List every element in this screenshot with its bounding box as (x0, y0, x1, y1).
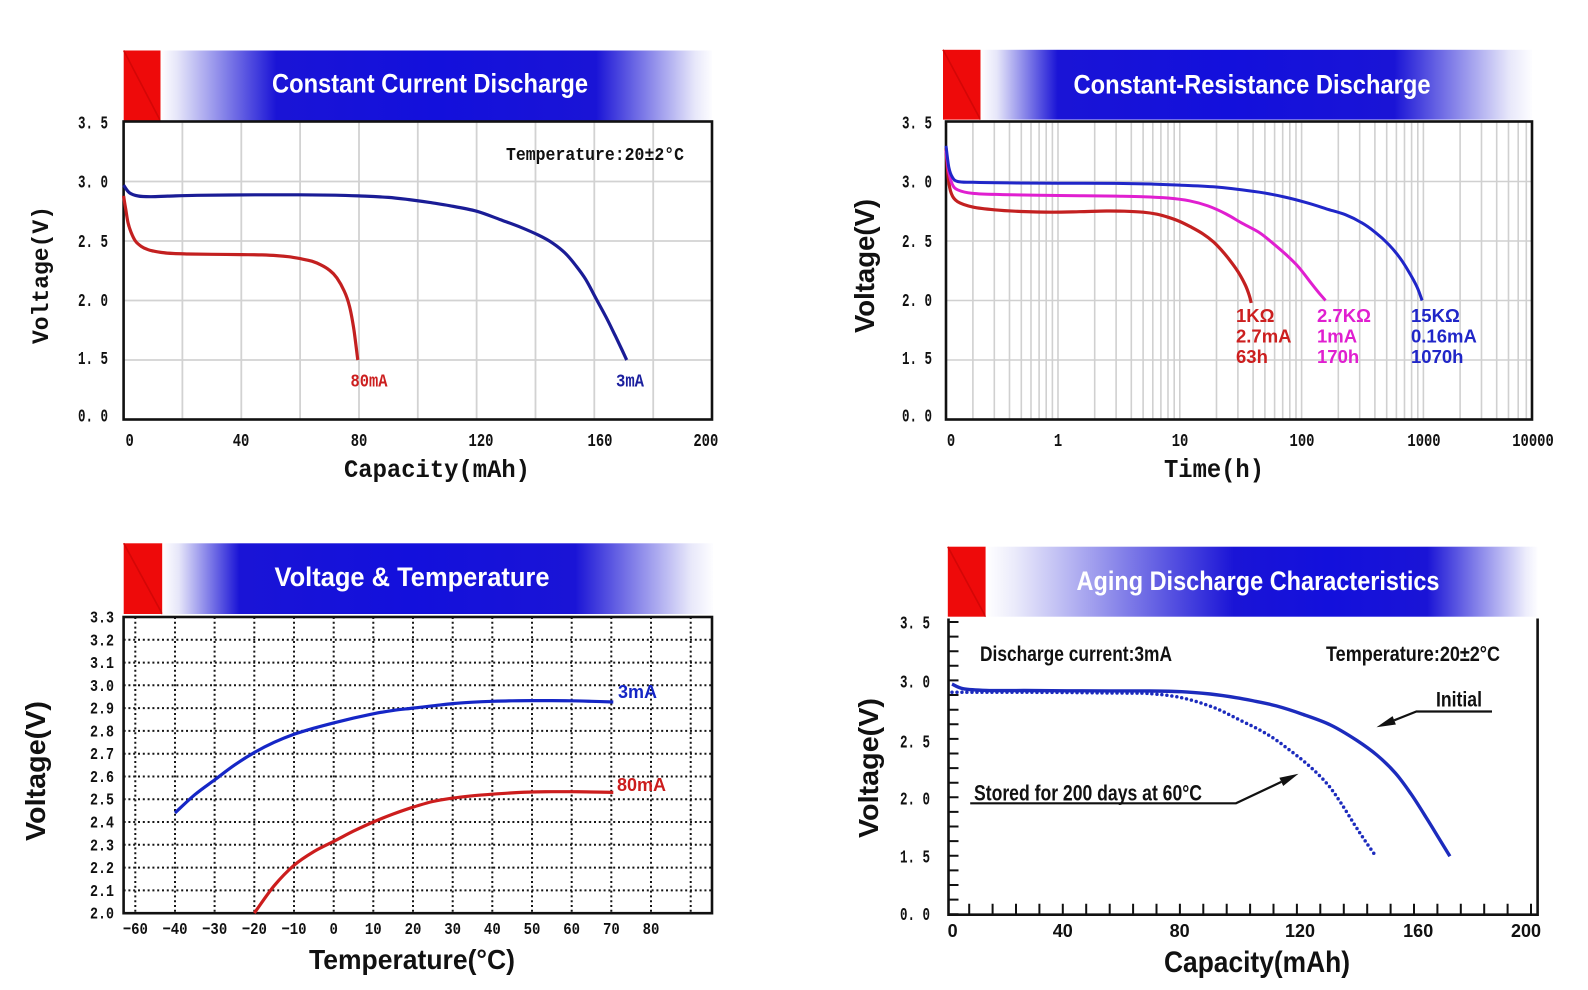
svg-text:20: 20 (405, 921, 422, 940)
svg-text:2.7: 2.7 (90, 746, 114, 765)
svg-text:2.7KΩ: 2.7KΩ (1317, 305, 1371, 326)
svg-text:0. 0: 0. 0 (78, 408, 108, 428)
svg-text:2.8: 2.8 (90, 723, 114, 742)
svg-text:0. 0: 0. 0 (902, 408, 932, 428)
svg-text:3. 0: 3. 0 (902, 174, 932, 194)
svg-text:40: 40 (233, 432, 250, 452)
svg-text:Voltage(V): Voltage(V) (20, 701, 51, 841)
svg-text:Temperature:20±2°C: Temperature:20±2°C (506, 146, 684, 166)
svg-text:2. 0: 2. 0 (900, 790, 930, 810)
svg-text:2.2: 2.2 (90, 860, 114, 879)
svg-text:70: 70 (603, 921, 620, 940)
svg-text:3. 0: 3. 0 (900, 673, 930, 693)
svg-text:200: 200 (693, 432, 718, 452)
svg-text:−30: −30 (202, 921, 227, 940)
svg-text:Constant-Resistance Discharge: Constant-Resistance Discharge (1074, 70, 1431, 100)
svg-text:Temperature:20±2°C: Temperature:20±2°C (1326, 643, 1500, 666)
svg-text:3.1: 3.1 (90, 655, 114, 674)
svg-text:80: 80 (1170, 921, 1190, 941)
svg-text:Initial: Initial (1436, 689, 1482, 712)
svg-text:1. 5: 1. 5 (902, 350, 932, 370)
svg-text:60: 60 (563, 921, 580, 940)
svg-text:Capacity(mAh): Capacity(mAh) (1164, 946, 1350, 979)
svg-text:2. 0: 2. 0 (902, 292, 932, 312)
svg-text:2.5: 2.5 (90, 792, 114, 811)
svg-text:3mA: 3mA (618, 682, 657, 702)
svg-text:2.3: 2.3 (90, 837, 114, 856)
svg-text:0: 0 (125, 432, 133, 452)
svg-text:Stored for 200 days at 60°C: Stored for 200 days at 60°C (974, 781, 1202, 806)
svg-text:200: 200 (1511, 921, 1541, 941)
svg-text:10000: 10000 (1512, 432, 1554, 452)
svg-text:−60: −60 (123, 921, 148, 940)
svg-text:1mA: 1mA (1317, 326, 1357, 347)
svg-text:3. 5: 3. 5 (78, 114, 108, 134)
svg-text:30: 30 (444, 921, 461, 940)
svg-text:120: 120 (1285, 921, 1315, 941)
svg-text:1. 5: 1. 5 (900, 848, 930, 868)
svg-text:Constant Current Discharge: Constant Current Discharge (272, 69, 588, 99)
svg-text:3.2: 3.2 (90, 632, 114, 651)
svg-text:50: 50 (524, 921, 541, 940)
svg-text:2.0: 2.0 (90, 906, 114, 925)
svg-text:Temperature(°C): Temperature(°C) (309, 944, 515, 975)
svg-text:0: 0 (948, 921, 958, 941)
svg-text:Time(h): Time(h) (1164, 455, 1264, 485)
svg-text:10: 10 (365, 921, 382, 940)
svg-text:Capacity(mAh): Capacity(mAh) (344, 456, 530, 485)
svg-text:170h: 170h (1317, 346, 1359, 367)
svg-text:2.9: 2.9 (90, 701, 114, 720)
svg-text:−40: −40 (162, 921, 187, 940)
svg-text:0.16mA: 0.16mA (1411, 326, 1477, 347)
svg-text:40: 40 (484, 921, 501, 940)
svg-text:120: 120 (469, 432, 494, 452)
svg-text:160: 160 (588, 432, 613, 452)
svg-text:Voltage(V): Voltage(V) (849, 199, 880, 333)
svg-text:160: 160 (1403, 921, 1433, 941)
svg-text:40: 40 (1053, 921, 1073, 941)
svg-text:0: 0 (329, 921, 337, 940)
svg-text:Voltage(V): Voltage(V) (853, 698, 884, 838)
svg-text:Voltage(V): Voltage(V) (29, 206, 55, 344)
svg-text:80: 80 (643, 921, 660, 940)
svg-text:−20: −20 (242, 921, 267, 940)
svg-text:2. 5: 2. 5 (902, 233, 932, 253)
svg-text:1KΩ: 1KΩ (1236, 305, 1275, 326)
svg-text:3.3: 3.3 (90, 610, 114, 629)
svg-text:100: 100 (1290, 432, 1315, 452)
svg-text:0: 0 (947, 432, 955, 452)
svg-text:2.7mA: 2.7mA (1236, 326, 1292, 347)
svg-text:63h: 63h (1236, 346, 1268, 367)
svg-text:3. 5: 3. 5 (900, 614, 930, 634)
svg-text:2. 0: 2. 0 (78, 292, 108, 312)
svg-text:3. 5: 3. 5 (902, 114, 932, 134)
svg-text:3.0: 3.0 (90, 678, 114, 697)
svg-text:Aging Discharge Characteristic: Aging Discharge Characteristics (1077, 566, 1440, 596)
svg-text:2.1: 2.1 (90, 883, 114, 902)
svg-text:Voltage & Temperature: Voltage & Temperature (275, 562, 550, 592)
svg-text:Discharge current:3mA: Discharge current:3mA (980, 643, 1172, 666)
svg-text:80mA: 80mA (351, 373, 388, 393)
svg-text:3. 0: 3. 0 (78, 174, 108, 194)
svg-text:1: 1 (1054, 432, 1062, 452)
svg-text:2. 5: 2. 5 (78, 233, 108, 253)
svg-text:0. 0: 0. 0 (900, 906, 930, 926)
svg-text:1070h: 1070h (1411, 346, 1463, 367)
svg-text:80: 80 (351, 432, 368, 452)
svg-text:2.4: 2.4 (90, 815, 114, 834)
svg-text:2.6: 2.6 (90, 769, 114, 788)
svg-text:1000: 1000 (1407, 432, 1440, 452)
svg-text:2. 5: 2. 5 (900, 734, 930, 754)
svg-text:3mA: 3mA (616, 373, 644, 393)
svg-text:1. 5: 1. 5 (78, 350, 108, 370)
svg-text:80mA: 80mA (617, 775, 666, 795)
svg-text:−10: −10 (281, 921, 306, 940)
svg-text:15KΩ: 15KΩ (1411, 305, 1460, 326)
svg-text:10: 10 (1172, 432, 1189, 452)
